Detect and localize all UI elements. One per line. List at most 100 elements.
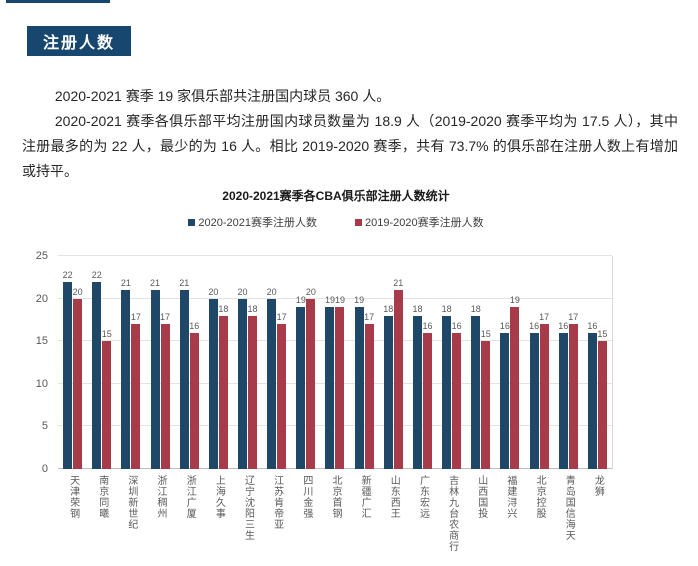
chart-legend: 2020-2021赛季注册人数 2019-2020赛季注册人数 <box>30 214 642 230</box>
legend-label: 2020-2021赛季注册人数 <box>198 217 317 229</box>
bar-2019-2020: 16 <box>452 321 462 469</box>
y-tick-label: 0 <box>41 463 48 475</box>
bar-group: 18 21 <box>379 256 408 469</box>
club-label: 广东宏远 <box>417 475 429 519</box>
bar-2020-2021: 19 <box>296 295 306 469</box>
bar-2020-2021: 16 <box>587 321 597 469</box>
bar-value-label: 15 <box>480 329 491 340</box>
bar-value-label: 16 <box>189 320 200 331</box>
legend-item-1: 2019-2020赛季注册人数 <box>355 214 484 230</box>
gridline-25 <box>58 255 612 256</box>
bar-value-label: 17 <box>130 312 141 323</box>
bar-2019-2020: 17 <box>568 312 578 469</box>
bar-2020-2021: 18 <box>383 304 393 469</box>
x-axis-cell: 青岛国信海天 <box>554 475 583 552</box>
bar-2019-2020: 20 <box>306 287 316 469</box>
x-axis-cell: 山东西王 <box>379 475 408 552</box>
bar-2019-2020: 17 <box>364 312 374 469</box>
bar-value-label: 18 <box>383 303 394 314</box>
bar-value-label: 20 <box>72 286 83 297</box>
section-badge: 注册人数 <box>27 26 131 56</box>
bar-value-label: 19 <box>509 295 520 306</box>
gridline-10 <box>58 382 612 384</box>
bar-2019-2020: 17 <box>160 312 170 469</box>
gridline-15 <box>58 340 612 342</box>
bar-group: 20 18 <box>233 256 262 469</box>
bar-2020-2021: 18 <box>442 304 452 469</box>
x-axis-cell: 福建浔兴 <box>495 475 524 552</box>
bar-value-label: 20 <box>237 286 248 297</box>
bar-value-label: 20 <box>208 286 219 297</box>
bar-group: 21 16 <box>175 256 204 469</box>
bar-2020-2021: 19 <box>325 295 335 469</box>
club-label: 江苏肯帝亚 <box>271 475 283 530</box>
bar-group: 22 15 <box>87 256 116 469</box>
y-tick-label: 15 <box>35 335 48 348</box>
bar-group: 16 17 <box>554 256 583 469</box>
x-axis-cell: 深圳新世纪 <box>116 475 145 552</box>
x-axis-cell: 浙江稠州 <box>145 475 174 552</box>
club-label: 龙狮 <box>592 475 604 497</box>
x-axis-cell: 江苏肯帝亚 <box>262 475 291 552</box>
bar-group: 16 15 <box>583 256 612 469</box>
x-axis-cell: 广东宏远 <box>408 475 437 552</box>
bar-2020-2021: 22 <box>63 270 73 469</box>
club-label: 吉林九台农商行 <box>446 475 458 552</box>
x-axis-cell: 北京控股 <box>525 475 554 552</box>
bar-value-label: 21 <box>393 278 404 289</box>
x-axis-cell: 山西国投 <box>466 475 495 552</box>
gridline-20 <box>58 297 612 299</box>
bar-value-label: 17 <box>539 312 550 323</box>
bar-value-label: 16 <box>587 320 598 331</box>
bar-value-label: 15 <box>597 329 608 340</box>
club-label: 天津荣钢 <box>67 475 79 519</box>
bar-2020-2021: 20 <box>238 287 248 469</box>
bar-2019-2020: 19 <box>510 295 520 469</box>
bar-2019-2020: 17 <box>131 312 141 469</box>
bar-group: 21 17 <box>116 256 145 469</box>
bar-2019-2020: 15 <box>102 329 112 469</box>
bar-2019-2020: 15 <box>597 329 607 469</box>
bar-value-label: 19 <box>295 295 306 306</box>
bar-value-label: 17 <box>568 312 579 323</box>
bar-value-label: 18 <box>218 303 229 314</box>
bar-group: 16 19 <box>495 256 524 469</box>
legend-item-0: 2020-2021赛季注册人数 <box>188 214 317 230</box>
bar-value-label: 17 <box>160 312 171 323</box>
bar-2019-2020: 19 <box>335 295 345 469</box>
y-axis-labels: 0 5 10 15 20 25 <box>28 250 52 475</box>
bar-2020-2021: 21 <box>121 278 131 469</box>
bar-2020-2021: 18 <box>471 304 481 469</box>
bar-2019-2020: 20 <box>73 287 83 469</box>
bar-group: 19 19 <box>320 256 349 469</box>
bar-value-label: 21 <box>150 278 161 289</box>
bar-value-label: 22 <box>91 269 102 280</box>
bar-2019-2020: 15 <box>481 329 491 469</box>
bar-2019-2020: 17 <box>277 312 287 469</box>
x-axis-cell: 吉林九台农商行 <box>437 475 466 552</box>
bar-value-label: 16 <box>558 320 569 331</box>
paragraph-total-registered: 2020-2021 赛季 19 家俱乐部共注册国内球员 360 人。 <box>54 88 391 104</box>
bar-2019-2020: 18 <box>218 304 228 469</box>
bar-group: 18 15 <box>466 256 495 469</box>
x-axis-cell: 南京同曦 <box>87 475 116 552</box>
bar-2019-2020: 21 <box>393 278 403 469</box>
club-label: 山西国投 <box>475 475 487 519</box>
x-axis-cell: 四川金强 <box>291 475 320 552</box>
x-axis-cell: 天津荣钢 <box>58 475 87 552</box>
bar-value-label: 19 <box>354 295 365 306</box>
club-label: 青岛国信海天 <box>563 475 575 541</box>
bar-2020-2021: 16 <box>558 321 568 469</box>
bar-2020-2021: 18 <box>412 304 422 469</box>
bar-group: 18 16 <box>408 256 437 469</box>
bar-groups: 22 20 22 15 21 17 21 17 21 16 20 18 20 18 20 17 19 20 19 19… <box>58 256 612 469</box>
club-label: 辽宁沈阳三生 <box>242 475 254 541</box>
bar-value-label: 21 <box>120 278 131 289</box>
club-label: 新疆广汇 <box>359 475 371 519</box>
bar-value-label: 19 <box>334 295 345 306</box>
x-axis-cell: 北京首钢 <box>320 475 349 552</box>
bar-group: 16 17 <box>525 256 554 469</box>
bar-2019-2020: 17 <box>539 312 549 469</box>
club-label: 北京首钢 <box>329 475 341 519</box>
body-text: 2020-2021 赛季 19 家俱乐部共注册国内球员 360 人。 2020-… <box>22 84 678 184</box>
